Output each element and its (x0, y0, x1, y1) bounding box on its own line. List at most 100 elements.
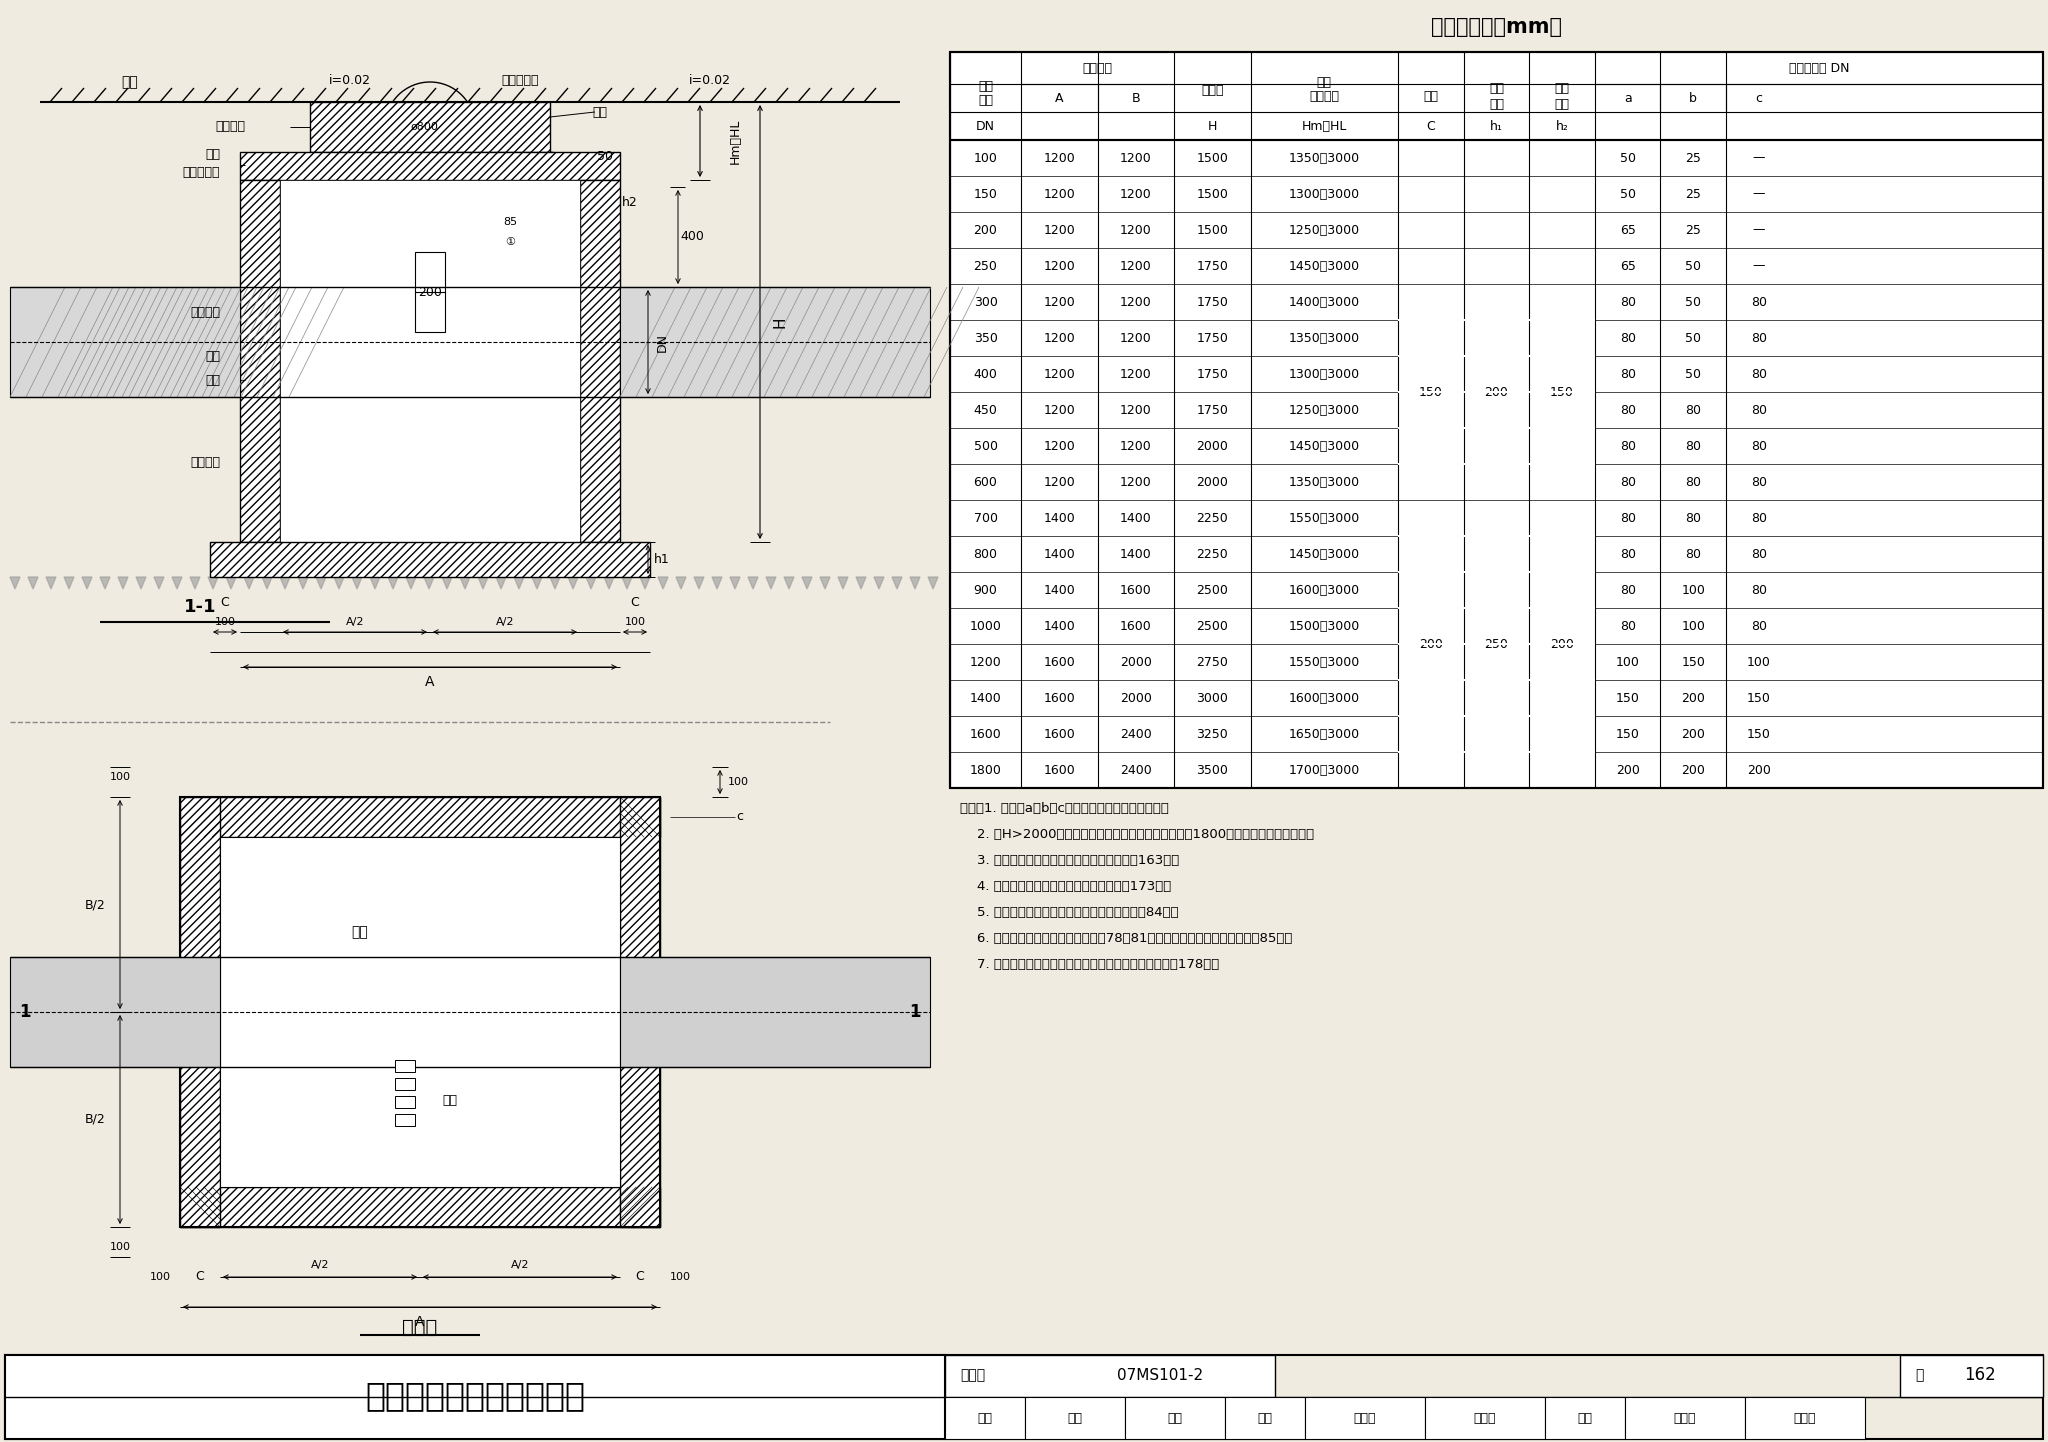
Text: 平面图: 平面图 (401, 1318, 438, 1337)
Bar (4, 1355, 2044, 1439)
Text: 踏步: 踏步 (442, 1093, 457, 1106)
Text: a: a (1624, 91, 1632, 104)
Text: 水流方向: 水流方向 (190, 456, 219, 469)
Text: 80: 80 (1751, 548, 1767, 561)
Text: —: — (1753, 187, 1765, 200)
Bar (281, 180, 580, 542)
Text: 200: 200 (1550, 637, 1575, 650)
Text: h2: h2 (623, 196, 637, 209)
Polygon shape (657, 577, 668, 588)
Text: c: c (737, 810, 743, 823)
Text: C: C (631, 596, 639, 609)
Polygon shape (172, 577, 182, 588)
Polygon shape (387, 577, 397, 588)
Text: 80: 80 (1686, 440, 1702, 453)
Text: 150: 150 (1419, 385, 1444, 398)
Text: 1750: 1750 (1196, 296, 1229, 309)
Polygon shape (119, 577, 127, 588)
Text: 1-1: 1-1 (184, 598, 217, 616)
Text: 80: 80 (1620, 440, 1636, 453)
Text: 100: 100 (150, 1272, 170, 1282)
Polygon shape (371, 577, 381, 588)
Bar (211, 542, 649, 577)
Polygon shape (477, 577, 487, 588)
Text: 直径: 直径 (979, 94, 993, 107)
Text: 1200: 1200 (1042, 187, 1075, 200)
Text: 150: 150 (973, 187, 997, 200)
Polygon shape (45, 577, 55, 588)
Bar (240, 180, 281, 542)
Text: 25: 25 (1686, 151, 1702, 164)
Polygon shape (424, 577, 434, 588)
Polygon shape (63, 577, 74, 588)
Text: 页: 页 (1915, 1368, 1923, 1381)
Bar (180, 797, 659, 836)
Text: 80: 80 (1751, 584, 1767, 597)
Text: 垫层: 垫层 (205, 350, 219, 363)
Text: 1200: 1200 (1042, 224, 1075, 236)
Text: 50: 50 (1686, 296, 1702, 309)
Text: 井室深: 井室深 (1200, 84, 1223, 97)
Bar (1024, 1397, 1124, 1439)
Text: 100: 100 (973, 151, 997, 164)
Text: DN: DN (977, 120, 995, 133)
Polygon shape (909, 577, 920, 588)
Text: 地面: 地面 (121, 75, 139, 89)
Text: 1200: 1200 (1042, 151, 1075, 164)
Text: 1200: 1200 (1042, 404, 1075, 417)
Text: 7. 钢筋混凝土矩形排气阀井主要材料汇总表见本图集第178页。: 7. 钢筋混凝土矩形排气阀井主要材料汇总表见本图集第178页。 (961, 957, 1219, 970)
Text: 80: 80 (1620, 404, 1636, 417)
Text: 1400: 1400 (1120, 512, 1151, 525)
Text: 162: 162 (1964, 1366, 1997, 1384)
Text: 80: 80 (1751, 296, 1767, 309)
Text: 100: 100 (670, 1272, 690, 1282)
Bar (950, 52, 2044, 787)
Text: 1200: 1200 (1042, 260, 1075, 273)
Text: c: c (1755, 91, 1763, 104)
Text: 50: 50 (1620, 151, 1636, 164)
Text: 1250～3000: 1250～3000 (1288, 224, 1360, 236)
Bar (416, 252, 444, 332)
Text: 1600: 1600 (1120, 620, 1151, 633)
Text: 150: 150 (1681, 656, 1706, 669)
Text: 木流: 木流 (1167, 1412, 1182, 1425)
Text: 2000: 2000 (1196, 476, 1229, 489)
Text: 1750: 1750 (1196, 260, 1229, 273)
Text: 80: 80 (1620, 296, 1636, 309)
Bar (944, 1355, 1276, 1397)
Polygon shape (244, 577, 254, 588)
Polygon shape (334, 577, 344, 588)
Text: 1600～3000: 1600～3000 (1288, 584, 1360, 597)
Polygon shape (713, 577, 723, 588)
Text: 管顶: 管顶 (1317, 75, 1331, 88)
Text: 1200: 1200 (1120, 476, 1151, 489)
Text: H: H (1208, 120, 1217, 133)
Bar (180, 797, 659, 1227)
Bar (219, 836, 621, 1187)
Text: 校对: 校对 (1257, 1412, 1272, 1425)
Text: 井壁: 井壁 (205, 373, 219, 386)
Text: A/2: A/2 (510, 1260, 528, 1270)
Text: 100: 100 (109, 1242, 131, 1252)
Text: 200: 200 (1681, 763, 1706, 776)
Text: 80: 80 (1751, 620, 1767, 633)
Text: 1500: 1500 (1196, 187, 1229, 200)
Text: 800: 800 (973, 548, 997, 561)
Text: 2000: 2000 (1196, 440, 1229, 453)
Text: 1450～3000: 1450～3000 (1288, 440, 1360, 453)
Text: 80: 80 (1620, 332, 1636, 345)
Text: 100: 100 (1747, 656, 1772, 669)
Text: 防水套管: 防水套管 (190, 306, 219, 319)
Text: 3500: 3500 (1196, 763, 1229, 776)
Text: 100: 100 (215, 617, 236, 627)
Text: 2. 当H>2000时，在井内回填粗砂，以使井内净高在1800为宜，且不得超过管顶。: 2. 当H>2000时，在井内回填粗砂，以使井内净高在1800为宜，且不得超过管… (961, 828, 1315, 841)
Polygon shape (639, 577, 649, 588)
Text: h₁: h₁ (1491, 120, 1503, 133)
Text: 2500: 2500 (1196, 620, 1229, 633)
Text: i=0.02: i=0.02 (330, 74, 371, 87)
Polygon shape (551, 577, 559, 588)
Text: 80: 80 (1751, 440, 1767, 453)
Polygon shape (694, 577, 705, 588)
Bar (395, 1079, 416, 1090)
Text: 人孔: 人孔 (352, 924, 369, 939)
